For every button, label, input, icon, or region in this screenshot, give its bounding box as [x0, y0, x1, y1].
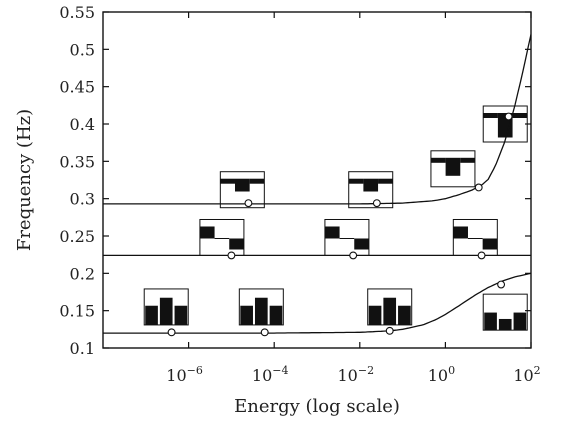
inset-bar: [368, 305, 382, 325]
y-tick-label: 0.5: [70, 40, 95, 59]
data-point-marker: [349, 251, 358, 260]
inset-bar: [378, 178, 393, 184]
inset-diagrams: [143, 105, 528, 331]
y-tick-label: 0.1: [70, 339, 95, 358]
inset-mode-diagram: [482, 105, 528, 143]
data-point-marker: [260, 328, 269, 337]
y-tick-label: 0.4: [70, 115, 95, 134]
x-tick-label: 100: [428, 364, 455, 385]
inset-bar: [453, 226, 468, 239]
inset-bar: [398, 305, 411, 325]
inset-bar: [348, 178, 364, 184]
inset-mode-diagram: [430, 150, 476, 188]
inset-mode-diagram: [348, 171, 394, 209]
inset-mode-diagram: [238, 288, 284, 326]
y-tick-label: 0.2: [70, 264, 95, 283]
inset-mode-diagram: [367, 288, 413, 326]
inset-bar: [383, 297, 397, 325]
inset-bar: [484, 312, 497, 331]
data-point-marker: [497, 280, 506, 289]
inset-mode-diagram: [219, 171, 265, 209]
x-tick-exponent: 2: [534, 364, 541, 377]
y-tick-label: 0.15: [59, 302, 95, 321]
x-axis-label: Energy (log scale): [234, 396, 400, 417]
inset-bar: [174, 305, 188, 325]
y-tick-label: 0.25: [59, 227, 95, 246]
inset-bar: [220, 178, 235, 184]
data-point-marker: [477, 251, 486, 260]
inset-bar: [229, 238, 244, 250]
plot-frame: [102, 11, 532, 349]
inset-bar: [240, 305, 253, 325]
inset-bar: [430, 157, 446, 163]
x-tick-exponent: −2: [358, 364, 374, 377]
inset-mode-diagram: [143, 288, 189, 326]
x-tick-base: 10: [338, 366, 358, 385]
x-tick-base: 10: [166, 366, 186, 385]
inset-mode-diagram: [452, 218, 498, 256]
data-point-marker: [227, 251, 236, 260]
series-line-3: [103, 34, 531, 205]
inset-mode-diagram: [199, 218, 245, 256]
x-tick-base: 10: [428, 366, 448, 385]
inset-bar: [513, 312, 527, 331]
inset-bar: [512, 113, 528, 118]
x-tick-exponent: −4: [272, 364, 288, 377]
inset-bar: [445, 157, 461, 176]
x-tick-label: 102: [513, 364, 540, 385]
y-axis-label: Frequency (Hz): [14, 109, 35, 251]
data-point-marker: [385, 326, 394, 335]
inset-bar: [269, 305, 283, 325]
inset-bar: [254, 297, 268, 325]
x-tick-exponent: −6: [187, 364, 203, 377]
inset-bar: [363, 178, 379, 192]
data-point-marker: [474, 183, 483, 192]
x-tick-label: 10−4: [252, 364, 289, 385]
inset-bar: [460, 157, 475, 163]
x-tick-exponent: 0: [448, 364, 455, 377]
inset-bar: [498, 318, 512, 331]
inset-bar: [234, 178, 250, 192]
data-point-marker: [244, 199, 253, 208]
inset-bar: [354, 238, 369, 250]
x-tick-base: 10: [252, 366, 272, 385]
inset-mode-diagram: [324, 218, 370, 256]
y-tick-label: 0.35: [59, 152, 95, 171]
inset-mode-diagram: [482, 293, 528, 331]
data-point-marker: [504, 112, 513, 121]
x-tick-base: 10: [513, 366, 533, 385]
markers: [167, 112, 513, 337]
x-tick-label: 10−2: [338, 364, 375, 385]
inset-bar: [145, 305, 158, 325]
inset-bar: [199, 226, 215, 239]
inset-bar: [482, 238, 498, 250]
inset-bar: [249, 178, 265, 184]
x-tick-label: 10−6: [166, 364, 203, 385]
y-tick-label: 0.3: [70, 190, 95, 209]
data-point-marker: [167, 328, 176, 337]
y-tick-label: 0.55: [59, 3, 95, 22]
inset-bar: [324, 226, 340, 239]
inset-bar: [483, 113, 498, 118]
y-tick-label: 0.45: [59, 78, 95, 97]
data-point-marker: [372, 199, 381, 208]
inset-bar: [159, 297, 173, 325]
